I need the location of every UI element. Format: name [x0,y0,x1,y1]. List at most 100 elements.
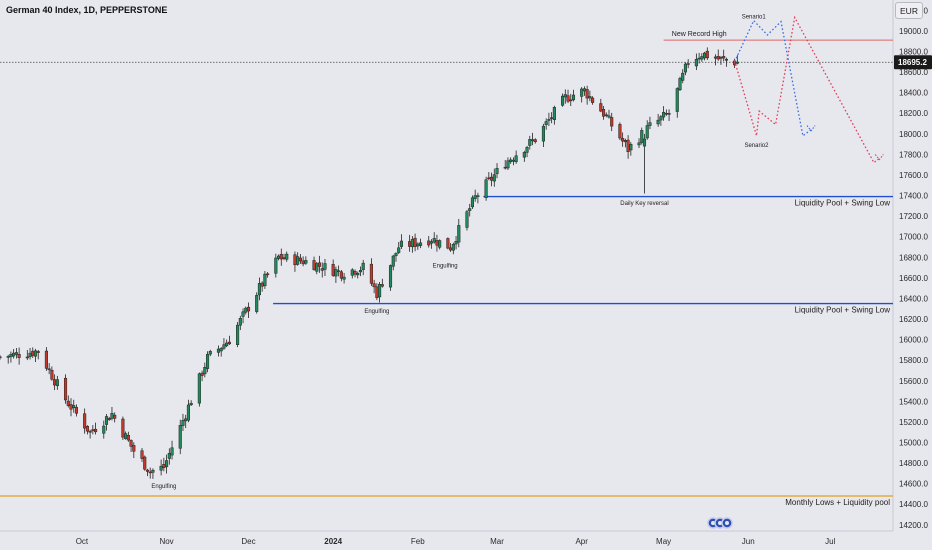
candle-body [238,318,242,326]
candle-body [446,238,450,249]
candle-body [170,447,174,456]
candle-body [44,350,48,369]
candle-body [301,260,305,265]
candle-body [449,247,453,251]
y-tick-label: 18800.0 [899,47,928,56]
candle-body [642,138,647,147]
candle-body [145,469,150,472]
candle-body [339,271,343,279]
candle-body [399,240,403,247]
candle-body [585,89,589,99]
candle-body [205,354,210,369]
candle-body [197,373,201,404]
chart-annotation: Engulfing [433,264,458,270]
candle-body [165,460,169,468]
candle-body [435,240,439,246]
y-tick-label: 15600.0 [899,377,928,386]
candle-body [126,435,130,441]
candle-body [686,63,690,65]
candle-body [6,356,10,358]
nav-dot-inner [725,521,729,525]
candle-body [640,130,644,143]
chart-annotation: Engulfing [364,309,389,315]
candle-body [618,124,622,139]
candle-body [53,379,57,386]
candle-body [394,253,398,257]
y-tick-label: 16400.0 [899,294,928,303]
candle-body [719,57,723,59]
candle-body [408,241,412,247]
candle-body [342,276,346,280]
candle-body [143,456,147,470]
candle-body [530,139,535,142]
candle-body [427,240,431,246]
x-tick-label: Mar [490,537,504,546]
candle-body [162,464,166,468]
candle-body [487,177,491,180]
y-tick-label: 17800.0 [899,150,928,159]
candle-body [391,255,395,267]
candle-body [397,247,401,253]
y-tick-label: 14600.0 [899,480,928,489]
candle-body [664,113,668,115]
candle-body [454,241,458,245]
candle-body [47,368,51,371]
candle-body [222,344,226,349]
candle-body [263,273,267,287]
candle-body [571,94,576,101]
candle-body [353,271,357,275]
candle-body [236,324,240,345]
candle-body [12,352,16,357]
candle-body [492,174,496,182]
candle-body [607,115,611,118]
candle-body [241,311,245,317]
candle-body [522,152,526,158]
candle-body [525,147,529,153]
candle-body [623,140,627,143]
candle-body [167,453,171,459]
candle-body [410,239,414,248]
scenario-arrow [874,154,884,161]
candle-body [323,263,327,270]
candle-body [0,356,2,359]
candle-body [569,99,573,102]
candle-body [582,88,586,92]
candle-body [225,342,229,347]
candle-body [490,176,494,181]
y-tick-label: 19000.0 [899,27,928,36]
candle-body [468,208,472,211]
candle-body [375,286,379,298]
y-tick-label: 15000.0 [899,439,928,448]
candle-body [465,211,469,228]
x-tick-label: Feb [411,537,425,546]
y-tick-label: 14800.0 [899,459,928,468]
candle-body [484,179,488,198]
candle-body [36,351,40,353]
candle-body [703,52,707,59]
candle-body [604,114,608,116]
candle-body [132,445,136,452]
nav-dot-icon[interactable] [721,517,733,529]
candle-body [104,416,109,425]
scenario-arrow [806,125,816,132]
x-tick-label: May [656,537,671,546]
y-tick-label: 15400.0 [899,397,928,406]
chart-title: German 40 Index, 1D, PEPPERSTONE [6,5,168,15]
currency-button[interactable]: EUR [895,2,923,19]
candle-body [14,352,18,355]
x-tick-label: Jul [825,537,835,546]
candle-body [266,273,270,276]
candle-body [667,113,671,115]
candle-body [110,413,114,419]
candle-body [697,57,701,60]
candle-body [509,159,513,163]
nav-dot-inner [711,521,715,525]
candle-body [358,270,363,273]
candle-body [683,63,688,73]
candle-body [533,139,537,143]
candle-body [317,262,322,267]
candle-body [591,97,595,103]
candle-body [588,96,592,99]
